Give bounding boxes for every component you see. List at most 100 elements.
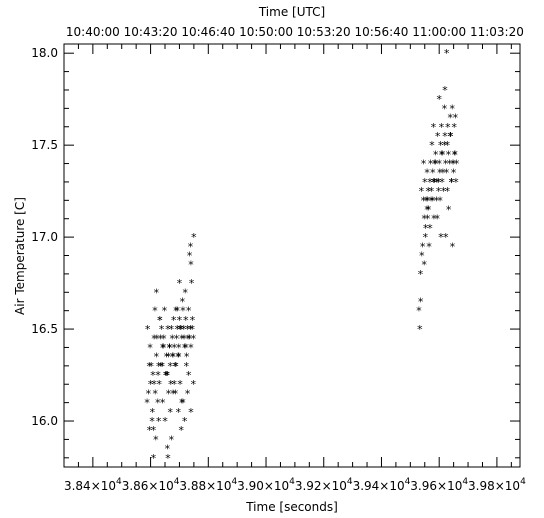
data-point: * xyxy=(144,323,151,336)
data-point: * xyxy=(163,351,170,364)
data-point: * xyxy=(441,139,448,152)
top-tick-label: 11:03:20 xyxy=(470,25,524,39)
data-point: * xyxy=(418,185,425,198)
data-point: * xyxy=(452,148,459,161)
data-point: * xyxy=(417,323,424,336)
data-point: * xyxy=(177,378,184,391)
data-point: * xyxy=(174,323,181,336)
x-tick-label: 3.92×104 xyxy=(295,477,353,493)
data-point: * xyxy=(152,433,159,446)
data-point: * xyxy=(437,194,444,207)
data-point: * xyxy=(445,121,452,134)
data-point: * xyxy=(147,378,154,391)
data-point: * xyxy=(440,185,447,198)
data-point: * xyxy=(156,378,163,391)
data-point: * xyxy=(452,112,459,125)
data-point: * xyxy=(150,424,157,437)
data-point: * xyxy=(419,250,426,263)
data-point: * xyxy=(180,323,187,336)
data-point: * xyxy=(152,387,159,400)
data-point: * xyxy=(185,305,192,318)
data-point: * xyxy=(173,305,180,318)
data-point: * xyxy=(157,314,164,327)
data-point: * xyxy=(154,397,161,410)
data-point: * xyxy=(168,433,175,446)
data-point: * xyxy=(417,268,424,281)
x-tick-label: 3.86×104 xyxy=(122,477,180,493)
data-point: * xyxy=(181,332,188,345)
data-point: * xyxy=(443,47,450,60)
data-point: * xyxy=(190,378,197,391)
data-point: * xyxy=(176,351,183,364)
data-point: * xyxy=(184,323,191,336)
top-tick-label: 10:50:00 xyxy=(239,25,293,39)
data-point: * xyxy=(149,415,156,428)
data-point: * xyxy=(172,387,179,400)
data-point: * xyxy=(432,158,439,171)
data-point: * xyxy=(438,148,445,161)
data-point: * xyxy=(178,397,185,410)
data-point: * xyxy=(190,332,197,345)
data-point: * xyxy=(183,351,190,364)
data-point: * xyxy=(432,158,439,171)
top-tick-label: 11:00:00 xyxy=(412,25,466,39)
x-axis-label: Time [seconds] xyxy=(245,500,338,514)
data-point: * xyxy=(180,397,187,410)
data-point: * xyxy=(182,341,189,354)
data-point: * xyxy=(450,158,457,171)
data-point: * xyxy=(161,332,168,345)
data-point: * xyxy=(150,452,157,465)
data-point: * xyxy=(161,305,168,318)
data-point: * xyxy=(170,314,177,327)
data-point: * xyxy=(148,360,155,373)
data-point: * xyxy=(180,305,187,318)
x-tick-label: 3.88×104 xyxy=(179,477,237,493)
data-point: * xyxy=(172,360,179,373)
data-point: * xyxy=(187,240,194,253)
data-point: * xyxy=(176,277,183,290)
x-tick-label: 3.94×104 xyxy=(353,477,411,493)
data-point: * xyxy=(424,167,431,180)
data-point: * xyxy=(171,341,178,354)
data-point: * xyxy=(427,158,434,171)
data-point: * xyxy=(447,130,454,143)
data-point: * xyxy=(442,158,449,171)
data-point: * xyxy=(157,332,164,345)
data-point: * xyxy=(155,360,162,373)
data-point: * xyxy=(436,158,443,171)
data-point: * xyxy=(421,259,428,272)
data-point: * xyxy=(434,213,441,226)
data-point: * xyxy=(428,194,435,207)
data-point: * xyxy=(445,148,452,161)
data-point: * xyxy=(147,341,154,354)
data-point: * xyxy=(453,158,460,171)
data-point: * xyxy=(177,323,184,336)
data-point: * xyxy=(449,102,456,115)
data-point: * xyxy=(432,148,439,161)
data-point: * xyxy=(174,305,181,318)
data-point: * xyxy=(441,102,448,115)
data-point: * xyxy=(450,167,457,180)
data-point: * xyxy=(150,369,157,382)
data-point: * xyxy=(164,443,171,456)
data-point: * xyxy=(149,406,156,419)
data-point: * xyxy=(442,130,449,143)
data-point: * xyxy=(175,406,182,419)
top-tick-label: 10:56:40 xyxy=(355,25,409,39)
data-point: * xyxy=(176,314,183,327)
data-point: * xyxy=(435,185,442,198)
top-axis-label: Time [UTC] xyxy=(258,5,325,19)
data-point: * xyxy=(176,341,183,354)
data-point: * xyxy=(159,397,166,410)
data-point: * xyxy=(444,185,451,198)
data-point: * xyxy=(185,332,192,345)
axis-ticks xyxy=(63,44,520,467)
data-point: * xyxy=(167,378,174,391)
data-point: * xyxy=(443,231,450,244)
data-point: * xyxy=(155,369,162,382)
data-point: * xyxy=(430,194,437,207)
data-point: * xyxy=(162,369,169,382)
data-point: * xyxy=(173,360,180,373)
data-point: * xyxy=(430,176,437,189)
data-point: * xyxy=(169,332,176,345)
